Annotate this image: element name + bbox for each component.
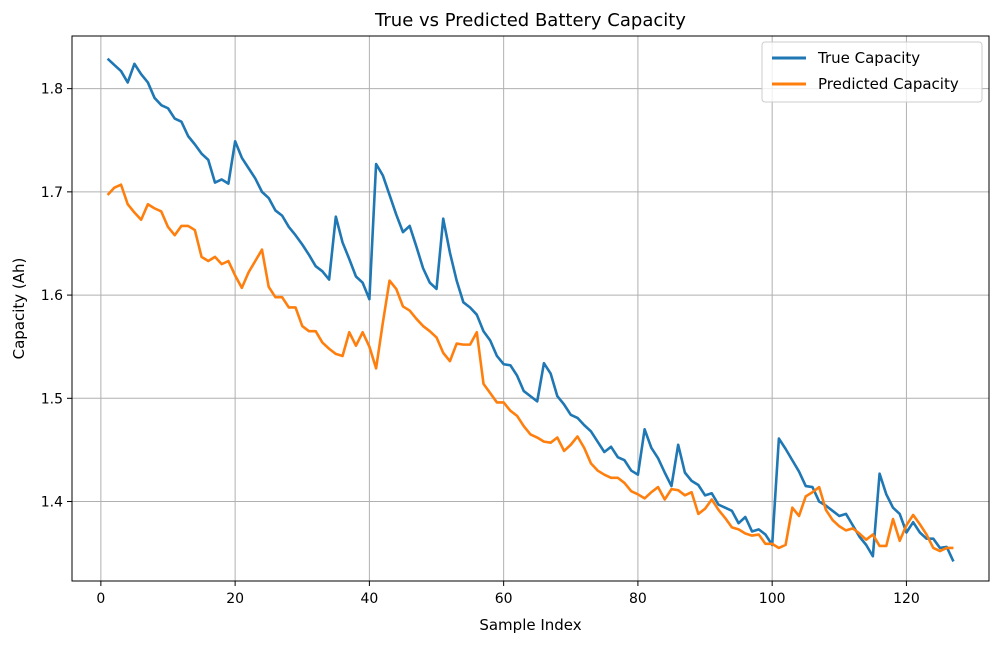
y-axis: 1.4 1.5 1.6 1.7 1.8	[41, 82, 72, 511]
x-tick-label: 80	[629, 591, 647, 607]
x-axis: 0 20 40 60 80 100 120	[96, 581, 920, 607]
x-tick-label: 100	[759, 591, 786, 607]
legend-box	[761, 41, 983, 103]
true-capacity-line	[106, 57, 955, 562]
y-tick-label: 1.5	[41, 391, 63, 407]
series-lines	[106, 57, 955, 562]
plot-frame	[71, 35, 990, 582]
x-tick-label: 40	[360, 591, 378, 607]
grid	[72, 36, 989, 581]
x-tick-label: 120	[893, 591, 920, 607]
y-axis-label: Capacity (Ah)	[10, 258, 28, 360]
x-tick-label: 20	[226, 591, 244, 607]
x-tick-label: 60	[495, 591, 513, 607]
x-axis-label: Sample Index	[479, 616, 581, 634]
y-tick-label: 1.6	[41, 288, 63, 304]
legend: True Capacity Predicted Capacity	[761, 41, 983, 103]
predicted-capacity-line	[106, 183, 954, 553]
y-tick-label: 1.8	[41, 82, 63, 98]
x-tick-label: 0	[96, 591, 105, 607]
y-tick-label: 1.4	[41, 495, 63, 511]
legend-label-true: True Capacity	[817, 49, 920, 67]
y-tick-label: 1.7	[41, 185, 63, 201]
chart-title: True vs Predicted Battery Capacity	[374, 10, 686, 31]
legend-label-predicted: Predicted Capacity	[818, 75, 959, 93]
